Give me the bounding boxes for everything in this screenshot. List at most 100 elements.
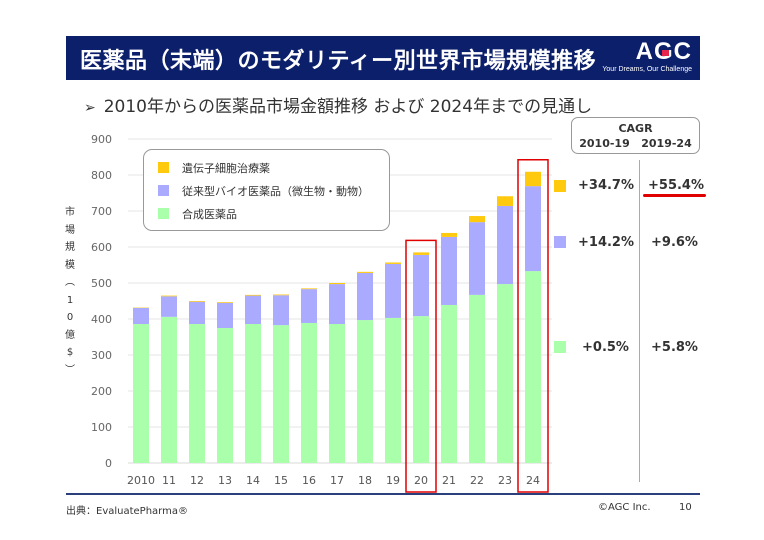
x-tick-label: 19 — [386, 474, 400, 487]
bar-segment-bio — [301, 289, 317, 323]
subtitle: ➢ 2010年からの医薬品市場金額推移 および 2024年までの見通し — [84, 92, 592, 117]
page-number: 10 — [679, 502, 692, 513]
bar-segment-synthetic — [189, 324, 205, 463]
bar-segment-synthetic — [273, 325, 289, 463]
bar-segment-bio — [245, 295, 261, 325]
highlight-box-20 — [405, 239, 437, 493]
bar-segment-bio — [497, 205, 513, 285]
bar-segment-synthetic — [469, 294, 485, 463]
bar-segment-bio — [441, 236, 457, 305]
x-tick-label: 23 — [498, 474, 512, 487]
y-tick-label: 100 — [91, 421, 112, 434]
bar-segment-gene_cell — [273, 294, 289, 296]
bar-segment-synthetic — [497, 284, 513, 463]
cagr-swatch-gene-cell — [554, 180, 566, 192]
cagr-synthetic-p1: +0.5% — [582, 340, 629, 355]
cagr-swatch-synthetic — [554, 341, 566, 353]
legend-item-synthetic: 合成医薬品 — [158, 206, 237, 222]
copyright: ©AGC Inc. — [598, 502, 651, 513]
bar-segment-bio — [357, 272, 373, 321]
bar-segment-gene_cell — [497, 196, 513, 206]
y-tick-label: 700 — [91, 205, 112, 218]
cagr-period-1: 2010-19 — [579, 137, 630, 150]
y-axis-title-char: 市 — [65, 207, 75, 218]
y-axis-title-char: $ — [66, 347, 74, 358]
bar-segment-gene_cell — [329, 283, 345, 285]
bar-segment-bio — [385, 263, 401, 318]
legend-item-bio: 従来型バイオ医薬品（微生物・動物） — [158, 183, 369, 199]
bar-segment-gene_cell — [301, 288, 317, 290]
y-tick-label: 200 — [91, 385, 112, 398]
logo-tagline: Your Dreams, Our Challenge — [602, 66, 692, 73]
bar-segment-gene_cell — [469, 216, 485, 223]
bar-segment-synthetic — [441, 304, 457, 463]
chart-legend: 遺伝子細胞治療薬 従来型バイオ医薬品（微生物・動物） 合成医薬品 — [143, 149, 390, 231]
logo-accent — [662, 50, 669, 56]
x-tick-label: 14 — [246, 474, 260, 487]
page-title: 医薬品（末端）のモダリティー別世界市場規模推移 — [80, 49, 597, 74]
x-tick-label: 15 — [274, 474, 288, 487]
y-axis-title-char: 0 — [66, 312, 74, 323]
bullet-arrow-icon: ➢ — [84, 100, 96, 116]
cagr-synthetic-p2: +5.8% — [651, 340, 698, 355]
bar-segment-gene_cell — [357, 271, 373, 273]
bar-segment-synthetic — [357, 320, 373, 463]
y-axis-title-char: 規 — [65, 242, 75, 253]
bar-segment-synthetic — [413, 316, 429, 463]
bar-segment-bio — [525, 186, 541, 272]
bar-segment-gene_cell — [161, 295, 177, 297]
bar-segment-bio — [469, 222, 485, 295]
bar-segment-bio — [329, 284, 345, 325]
bar-segment-bio — [273, 295, 289, 326]
y-tick-label: 500 — [91, 277, 112, 290]
bar-segment-gene_cell — [441, 232, 457, 237]
bar-segment-bio — [133, 307, 149, 325]
source-note: 出典：EvaluatePharma® — [66, 506, 188, 517]
legend-swatch-gene-cell — [158, 162, 169, 173]
y-tick-label: 400 — [91, 313, 112, 326]
cagr-divider — [639, 160, 640, 482]
x-tick-label: 21 — [442, 474, 456, 487]
y-axis-title-char: ︶ — [65, 364, 75, 376]
legend-swatch-bio — [158, 185, 169, 196]
x-tick-label: 16 — [302, 474, 316, 487]
bar-segment-synthetic — [301, 322, 317, 463]
bar-segment-synthetic — [133, 324, 149, 463]
highlight-box-24 — [517, 159, 549, 493]
cagr-gene-cell-p1: +34.7% — [578, 178, 634, 193]
cagr-periods: 2010-19 2019-24 — [572, 136, 699, 151]
y-axis-title: 市場規模 ︵ 1 0 億 $ ︶ — [64, 204, 76, 379]
x-tick-label: 11 — [162, 474, 176, 487]
bar-segment-bio — [217, 302, 233, 328]
bar-segment-bio — [413, 254, 429, 317]
subtitle-text: 2010年からの医薬品市場金額推移 および 2024年までの見通し — [103, 97, 593, 117]
y-tick-label: 900 — [91, 133, 112, 146]
cagr-header: CAGR 2010-19 2019-24 — [571, 117, 700, 154]
y-axis-title-char: 場 — [65, 224, 75, 236]
y-axis-title-char: 1 — [66, 294, 74, 306]
legend-label: 合成医薬品 — [182, 208, 237, 221]
legend-item-gene-cell: 遺伝子細胞治療薬 — [158, 160, 270, 176]
y-tick-label: 600 — [91, 241, 112, 254]
x-tick-label: 17 — [330, 474, 344, 487]
y-tick-label: 0 — [105, 457, 112, 470]
bar-segment-synthetic — [525, 271, 541, 463]
highlight-underline — [643, 194, 706, 197]
bar-segment-gene_cell — [413, 252, 429, 255]
bar-segment-gene_cell — [189, 301, 205, 302]
y-axis-title-char: ︵ — [65, 277, 75, 288]
y-axis-title-char: 模 — [65, 259, 75, 271]
y-tick-label: 300 — [91, 349, 112, 362]
y-axis-title-char: 億 — [65, 329, 75, 341]
x-tick-label: 22 — [470, 474, 484, 487]
bar-segment-synthetic — [245, 324, 261, 463]
x-tick-label: 12 — [190, 474, 204, 487]
x-tick-label: 20 — [414, 474, 428, 487]
legend-label: 遺伝子細胞治療薬 — [182, 162, 270, 175]
x-tick-label: 24 — [526, 474, 540, 487]
cagr-title: CAGR — [618, 122, 653, 135]
cagr-gene-cell-p2: +55.4% — [648, 178, 704, 193]
bar-segment-synthetic — [217, 328, 233, 463]
bar-segment-gene_cell — [385, 262, 401, 264]
